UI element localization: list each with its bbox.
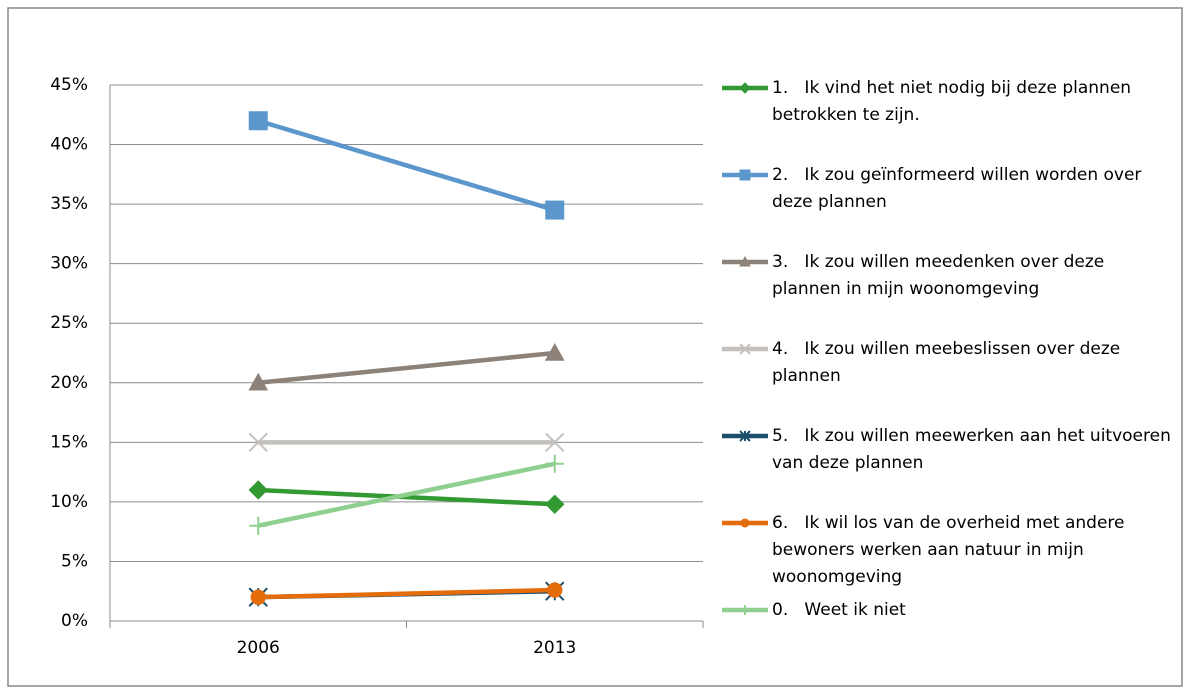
chart-frame <box>7 7 1183 687</box>
legend-label: 1. Ik vind het niet nodig bij deze plann… <box>772 78 1137 125</box>
series-line <box>257 118 556 213</box>
marker <box>547 582 563 598</box>
y-tick-label: 0% <box>61 611 88 631</box>
y-tick-label: 30% <box>50 254 88 274</box>
marker <box>248 111 268 131</box>
series-line <box>257 461 556 528</box>
y-tick-label: 20% <box>50 373 88 393</box>
marker <box>248 372 269 391</box>
y-tick-label: 40% <box>50 135 88 155</box>
legend-label: 2. Ik zou geïnformeerd willen worden ove… <box>772 165 1147 212</box>
y-tick-label: 15% <box>50 432 88 452</box>
y-tick-label: 25% <box>50 313 88 333</box>
legend-label: 0. Weet ik niet <box>772 600 906 620</box>
legend-label: 4. Ik zou willen meebeslissen over deze … <box>772 339 1126 386</box>
marker <box>545 494 565 514</box>
marker <box>250 589 266 605</box>
y-tick-label: 5% <box>61 551 88 571</box>
x-tick-label: 2013 <box>533 638 576 658</box>
y-tick-label: 10% <box>50 492 88 512</box>
legend-label: 6. Ik wil los van de overheid met andere… <box>772 513 1130 587</box>
marker <box>740 605 750 615</box>
legend-label: 3. Ik zou willen meedenken over deze pla… <box>772 252 1110 299</box>
legend-label: 5. Ik zou willen meewerken aan het uitvo… <box>772 426 1177 473</box>
series-line <box>258 350 555 386</box>
marker <box>739 343 751 355</box>
y-tick-label: 35% <box>50 194 88 214</box>
marker <box>545 432 565 453</box>
x-tick-label: 2006 <box>237 638 280 658</box>
marker <box>545 200 565 220</box>
marker <box>740 518 750 528</box>
marker <box>739 430 751 442</box>
marker <box>739 255 751 267</box>
y-tick-label: 45% <box>50 75 88 95</box>
marker <box>248 480 268 500</box>
marker <box>739 82 751 94</box>
marker <box>248 432 268 453</box>
marker <box>544 342 565 361</box>
marker <box>249 516 268 535</box>
marker <box>739 169 751 181</box>
series-line <box>258 487 555 507</box>
series-line <box>258 587 555 600</box>
marker <box>545 454 564 473</box>
